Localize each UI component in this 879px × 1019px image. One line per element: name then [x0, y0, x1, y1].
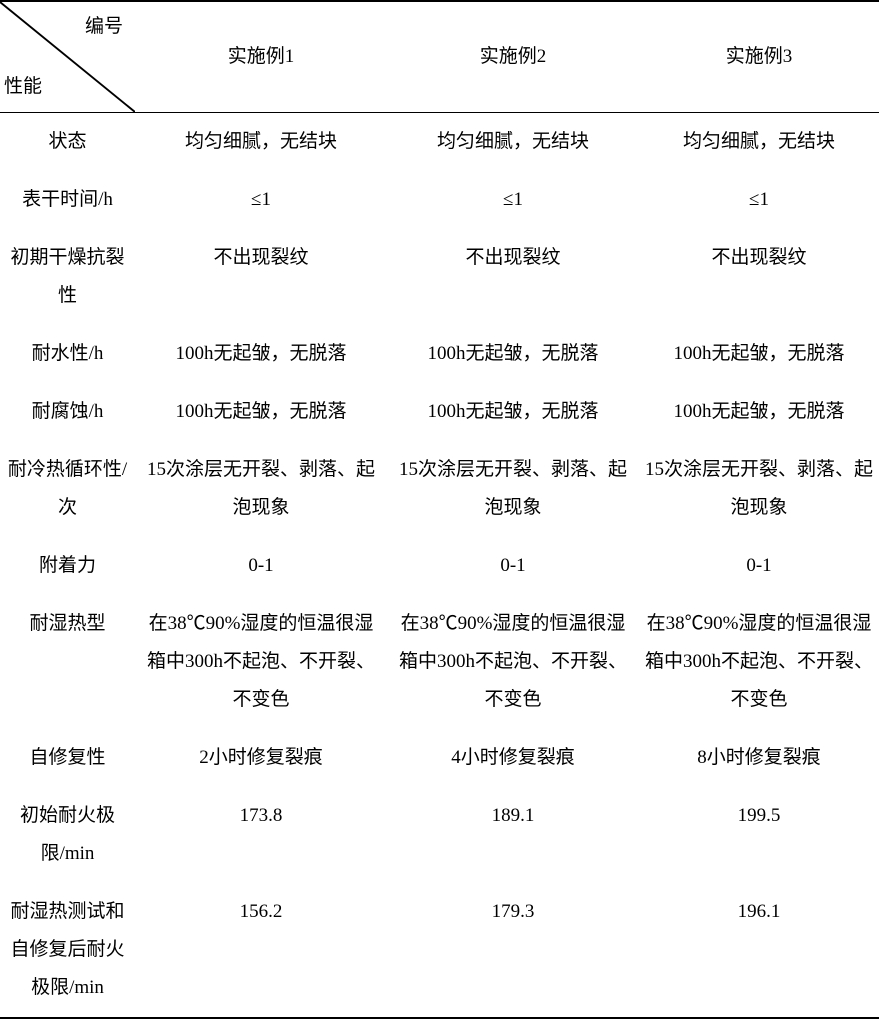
cell: 2小时修复裂痕 — [135, 729, 387, 787]
cell: 均匀细腻，无结块 — [387, 113, 639, 172]
table-row: 耐水性/h 100h无起皱，无脱落 100h无起皱，无脱落 100h无起皱，无脱… — [0, 325, 879, 383]
col-header: 实施例1 — [135, 1, 387, 113]
row-label: 自修复性 — [0, 729, 135, 787]
cell: 0-1 — [639, 537, 879, 595]
table-row: 耐湿热型 在38℃90%湿度的恒温很湿箱中300h不起泡、不开裂、不变色 在38… — [0, 595, 879, 729]
cell: 均匀细腻，无结块 — [639, 113, 879, 172]
table-row: 自修复性 2小时修复裂痕 4小时修复裂痕 8小时修复裂痕 — [0, 729, 879, 787]
table-row: 初始耐火极限/min 173.8 189.1 199.5 — [0, 787, 879, 883]
table-row: 耐冷热循环性/次 15次涂层无开裂、剥落、起泡现象 15次涂层无开裂、剥落、起泡… — [0, 441, 879, 537]
cell: 100h无起皱，无脱落 — [639, 383, 879, 441]
cell: 4小时修复裂痕 — [387, 729, 639, 787]
properties-table: 编号 性能 实施例1 实施例2 实施例3 状态 均匀细腻，无结块 均匀细腻，无结… — [0, 0, 879, 1019]
cell: 均匀细腻，无结块 — [135, 113, 387, 172]
row-label: 耐腐蚀/h — [0, 383, 135, 441]
table-body: 状态 均匀细腻，无结块 均匀细腻，无结块 均匀细腻，无结块 表干时间/h ≤1 … — [0, 113, 879, 1019]
cell: 100h无起皱，无脱落 — [387, 383, 639, 441]
row-label: 附着力 — [0, 537, 135, 595]
diagonal-header-cell: 编号 性能 — [0, 1, 135, 113]
diag-top-label: 编号 — [85, 8, 123, 46]
cell: 196.1 — [639, 883, 879, 1018]
cell: 15次涂层无开裂、剥落、起泡现象 — [387, 441, 639, 537]
table-row: 耐湿热测试和自修复后耐火极限/min 156.2 179.3 196.1 — [0, 883, 879, 1018]
table-row: 附着力 0-1 0-1 0-1 — [0, 537, 879, 595]
row-label: 耐水性/h — [0, 325, 135, 383]
row-label: 状态 — [0, 113, 135, 172]
cell: 15次涂层无开裂、剥落、起泡现象 — [639, 441, 879, 537]
cell: 189.1 — [387, 787, 639, 883]
table-row: 耐腐蚀/h 100h无起皱，无脱落 100h无起皱，无脱落 100h无起皱，无脱… — [0, 383, 879, 441]
cell: ≤1 — [639, 171, 879, 229]
cell: 100h无起皱，无脱落 — [135, 325, 387, 383]
row-label: 表干时间/h — [0, 171, 135, 229]
cell: 0-1 — [135, 537, 387, 595]
cell: 在38℃90%湿度的恒温很湿箱中300h不起泡、不开裂、不变色 — [639, 595, 879, 729]
cell: 15次涂层无开裂、剥落、起泡现象 — [135, 441, 387, 537]
cell: 在38℃90%湿度的恒温很湿箱中300h不起泡、不开裂、不变色 — [135, 595, 387, 729]
table-row: 状态 均匀细腻，无结块 均匀细腻，无结块 均匀细腻，无结块 — [0, 113, 879, 172]
cell: 179.3 — [387, 883, 639, 1018]
diag-bot-label: 性能 — [4, 68, 42, 106]
table-row: 表干时间/h ≤1 ≤1 ≤1 — [0, 171, 879, 229]
cell: 156.2 — [135, 883, 387, 1018]
col-header: 实施例2 — [387, 1, 639, 113]
table-row: 初期干燥抗裂性 不出现裂纹 不出现裂纹 不出现裂纹 — [0, 229, 879, 325]
cell: 不出现裂纹 — [639, 229, 879, 325]
cell: 8小时修复裂痕 — [639, 729, 879, 787]
cell: 100h无起皱，无脱落 — [387, 325, 639, 383]
cell: ≤1 — [387, 171, 639, 229]
row-label: 耐湿热测试和自修复后耐火极限/min — [0, 883, 135, 1018]
row-label: 耐冷热循环性/次 — [0, 441, 135, 537]
cell: 199.5 — [639, 787, 879, 883]
cell: 100h无起皱，无脱落 — [135, 383, 387, 441]
row-label: 初期干燥抗裂性 — [0, 229, 135, 325]
col-header: 实施例3 — [639, 1, 879, 113]
cell: 100h无起皱，无脱落 — [639, 325, 879, 383]
cell: 173.8 — [135, 787, 387, 883]
cell: 0-1 — [387, 537, 639, 595]
cell: 不出现裂纹 — [135, 229, 387, 325]
row-label: 耐湿热型 — [0, 595, 135, 729]
cell: ≤1 — [135, 171, 387, 229]
row-label: 初始耐火极限/min — [0, 787, 135, 883]
table-header-row: 编号 性能 实施例1 实施例2 实施例3 — [0, 1, 879, 113]
cell: 在38℃90%湿度的恒温很湿箱中300h不起泡、不开裂、不变色 — [387, 595, 639, 729]
cell: 不出现裂纹 — [387, 229, 639, 325]
